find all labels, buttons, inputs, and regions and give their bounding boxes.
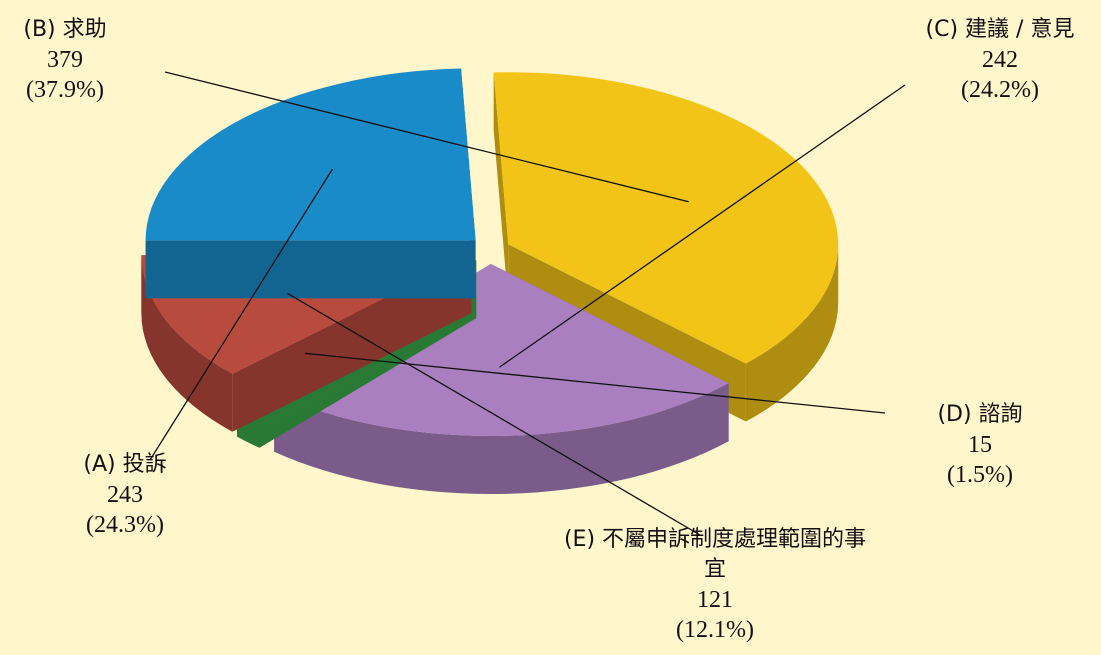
category-label: (E) 不屬申訴制度處理範圍的事宜	[563, 527, 867, 582]
slice-side-shade	[745, 244, 839, 422]
leader-line	[164, 71, 689, 203]
slice-side	[274, 383, 729, 494]
slice-side	[493, 72, 509, 303]
value-label: 121	[697, 587, 733, 613]
slice-side-shade	[145, 240, 476, 299]
percentage-label: (24.2%)	[961, 77, 1039, 103]
slice-side-shade	[493, 72, 509, 303]
leader-line	[149, 168, 334, 461]
percentage-label: (37.9%)	[26, 77, 104, 103]
slice-side	[141, 255, 233, 432]
slice	[145, 68, 476, 241]
slice-label: (A) 投訴 243 (24.3%)	[40, 450, 210, 540]
slice-side-shade	[274, 383, 729, 494]
leader-line	[304, 352, 886, 414]
value-label: 15	[968, 432, 992, 458]
category-label: (A) 投訴	[83, 452, 167, 477]
leader-line	[287, 292, 701, 536]
slice	[493, 72, 839, 364]
slice-side	[145, 240, 476, 299]
value-label: 242	[982, 47, 1018, 73]
slice-label: (E) 不屬申訴制度處理範圍的事宜 121 (12.1%)	[560, 525, 870, 645]
percentage-label: (1.5%)	[947, 462, 1013, 488]
slice-label: (C) 建議 / 意見 242 (24.2%)	[880, 15, 1101, 105]
slice-side-shade	[141, 255, 233, 432]
value-label: 379	[47, 47, 83, 73]
value-label: 243	[107, 482, 143, 508]
slice-side	[745, 244, 839, 422]
category-label: (B) 求助	[23, 17, 107, 42]
category-label: (D) 諮詢	[937, 402, 1023, 427]
slice-label: (B) 求助 379 (37.9%)	[0, 15, 130, 105]
slice	[274, 263, 729, 436]
percentage-label: (12.1%)	[676, 617, 754, 643]
slice-label: (D) 諮詢 15 (1.5%)	[900, 400, 1060, 490]
leader-line	[499, 84, 906, 368]
percentage-label: (24.3%)	[86, 512, 164, 538]
category-label: (C) 建議 / 意見	[925, 17, 1075, 42]
